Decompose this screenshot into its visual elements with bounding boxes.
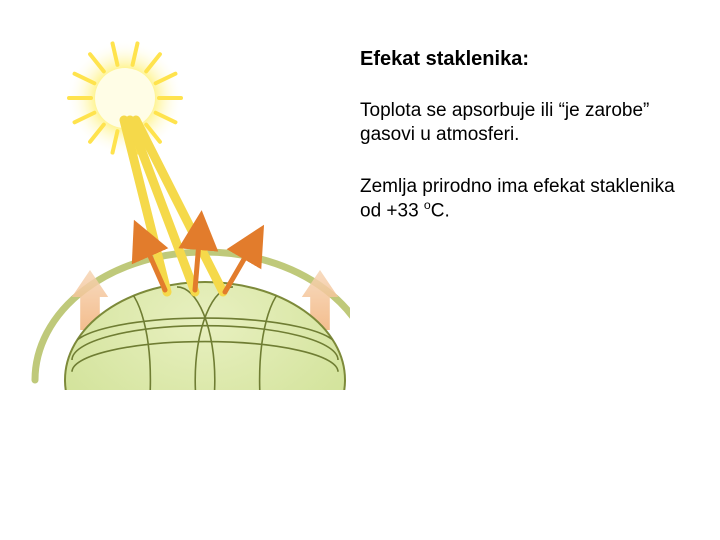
greenhouse-diagram bbox=[30, 30, 350, 390]
incoming-sun-rays bbox=[124, 120, 223, 292]
page-title: Efekat staklenika: bbox=[360, 48, 680, 71]
diagram-area bbox=[0, 0, 360, 540]
slide-container: Efekat staklenika: Toplota se apsorbuje … bbox=[0, 0, 720, 540]
degree-superscript: o bbox=[424, 198, 431, 212]
paragraph-2: Zemlja prirodno ima efekat staklenika od… bbox=[360, 175, 680, 224]
text-area: Efekat staklenika: Toplota se apsorbuje … bbox=[360, 0, 720, 540]
para2-post: C. bbox=[431, 201, 450, 222]
paragraph-1: Toplota se apsorbuje ili “je zarobe” gas… bbox=[360, 99, 680, 147]
para2-pre: Zemlja prirodno ima efekat staklenika od… bbox=[360, 176, 675, 222]
